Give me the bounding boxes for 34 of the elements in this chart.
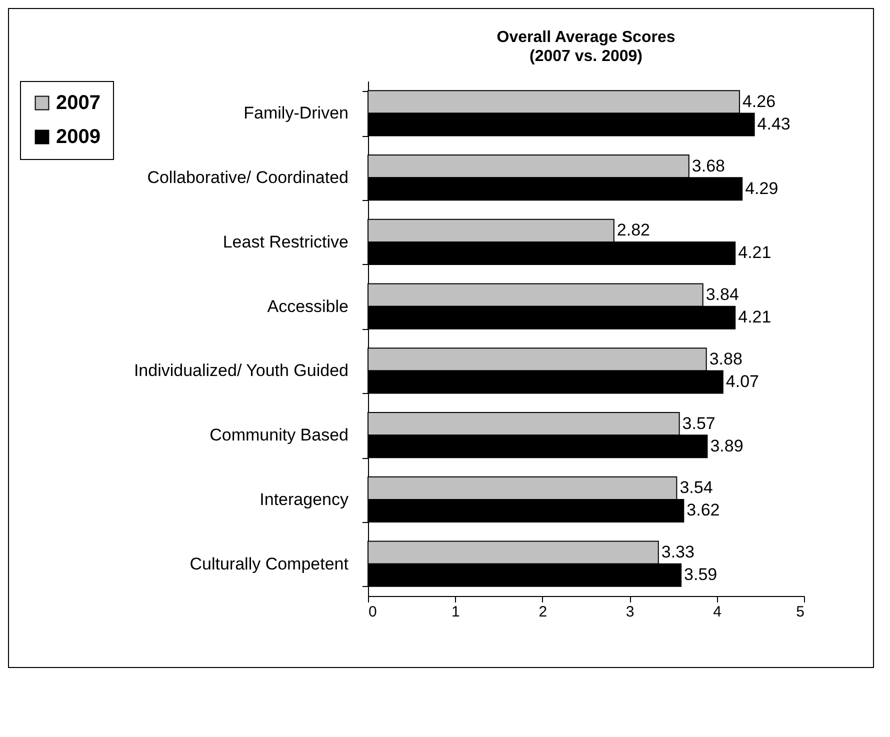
legend-label: 2009 (56, 126, 100, 148)
y-tick-label: Community Based (210, 426, 348, 445)
data-label: 3.57 (682, 414, 716, 433)
data-label: 4.26 (742, 92, 776, 111)
y-tick-label: Accessible (267, 296, 348, 316)
data-label: 4.29 (745, 178, 778, 198)
data-label: 3.33 (661, 542, 694, 562)
x-tick-label: 0 (368, 604, 377, 620)
y-tick-label: Individualized/ Youth Guided (134, 361, 348, 380)
data-label: 3.59 (684, 565, 718, 584)
x-tick-label: 1 (452, 604, 460, 620)
data-label: 4.21 (738, 308, 772, 327)
x-tick-label: 5 (796, 604, 804, 620)
y-tick-label: Family-Driven (244, 104, 348, 123)
data-label: 4.07 (726, 372, 759, 391)
data-label: 4.43 (757, 114, 790, 134)
y-tick-label: Interagency (260, 490, 349, 509)
y-tick-label: Culturally Competent (190, 554, 349, 574)
y-tick-label: Collaborative/ Coordinated (147, 168, 348, 188)
chart-subtitle: (2007 vs. 2009) (530, 48, 642, 65)
x-tick-label: 3 (626, 604, 634, 620)
x-tick-label: 4 (713, 604, 722, 620)
chart-title: Overall Average Scores (496, 29, 676, 46)
data-label: 3.84 (706, 285, 739, 304)
data-label: 3.89 (710, 436, 744, 456)
x-tick-label: 2 (538, 604, 548, 620)
y-tick-label: Least Restrictive (222, 232, 348, 252)
legend-label: 2007 (56, 92, 100, 114)
data-label: 3.68 (692, 156, 725, 176)
data-label: 2.82 (616, 220, 650, 240)
data-label: 4.21 (738, 243, 772, 262)
data-label: 3.62 (686, 500, 720, 520)
data-label: 3.54 (680, 478, 713, 498)
data-label: 3.88 (709, 349, 742, 368)
